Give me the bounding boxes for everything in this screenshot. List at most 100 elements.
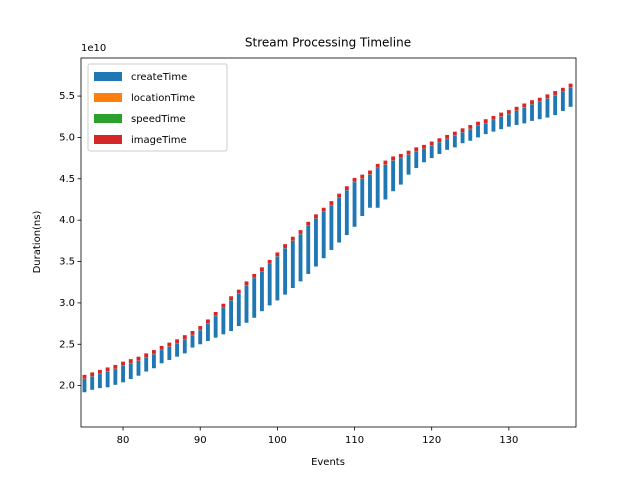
bar-segment xyxy=(306,222,310,226)
bar-segment xyxy=(83,379,87,392)
bar-segment xyxy=(360,175,364,179)
bar-segment xyxy=(445,135,449,139)
bar-segment xyxy=(499,117,503,129)
legend-swatch xyxy=(94,72,122,81)
bar-segment xyxy=(106,367,110,371)
y-tick-label: 3.0 xyxy=(59,298,75,309)
bar-segment xyxy=(376,164,380,168)
bar-segment xyxy=(90,377,94,390)
bar-segment xyxy=(368,175,372,208)
bar-segment xyxy=(322,212,326,258)
y-tick-label: 2.5 xyxy=(59,339,75,350)
bar-segment xyxy=(214,316,218,338)
x-tick-label: 120 xyxy=(422,435,441,446)
bar-segment xyxy=(137,357,141,361)
bar-segment xyxy=(430,146,434,158)
bar-segment xyxy=(175,339,179,343)
bar-segment xyxy=(499,113,503,117)
bar-segment xyxy=(383,161,387,165)
legend-label: speedTime xyxy=(131,114,186,125)
bar-segment xyxy=(530,100,534,104)
bar-segment xyxy=(461,132,465,143)
chart-title: Stream Processing Timeline xyxy=(245,36,411,50)
bar-segment xyxy=(538,102,542,119)
legend-swatch xyxy=(94,135,122,144)
bar-segment xyxy=(137,361,141,376)
bar-segment xyxy=(414,147,418,151)
bar-segment xyxy=(152,354,156,368)
x-tick-label: 130 xyxy=(499,435,518,446)
bar-segment xyxy=(561,92,565,111)
bar-segment xyxy=(345,190,349,235)
bar-segment xyxy=(569,84,573,88)
bar-segment xyxy=(160,346,164,350)
bar-segment xyxy=(437,138,441,142)
bar-segment xyxy=(144,358,148,372)
bar-segment xyxy=(160,350,164,363)
bar-segment xyxy=(90,372,94,376)
bar-segment xyxy=(198,330,202,344)
bar-segment xyxy=(484,119,488,123)
bar-segment xyxy=(252,278,256,318)
bar-segment xyxy=(391,156,395,160)
bar-segment xyxy=(515,111,519,125)
bar-segment xyxy=(214,312,218,316)
bar-segment xyxy=(461,128,465,132)
bar-segment xyxy=(314,219,318,267)
bar-segment xyxy=(546,99,550,118)
bar-segment xyxy=(113,369,117,385)
bar-segment xyxy=(484,123,488,134)
bar-segment xyxy=(152,350,156,354)
bar-segment xyxy=(299,234,303,281)
bar-segment xyxy=(399,154,403,158)
bar-segment xyxy=(368,171,372,175)
bar-segment xyxy=(260,271,264,311)
bar-segment xyxy=(229,300,233,331)
bar-segment xyxy=(113,365,117,369)
bar-segment xyxy=(468,125,472,129)
bar-segment xyxy=(422,149,426,162)
bar-segment xyxy=(283,248,287,294)
bar-segment xyxy=(576,80,580,84)
bar-segment xyxy=(507,114,511,126)
x-tick-label: 110 xyxy=(345,435,364,446)
bar-segment xyxy=(206,319,210,323)
bar-segment xyxy=(291,237,295,241)
bar-segment xyxy=(167,347,171,360)
bar-segment xyxy=(275,252,279,256)
y-tick-label: 4.5 xyxy=(59,174,75,185)
y-offset-label: 1e10 xyxy=(81,43,106,54)
y-tick-label: 3.5 xyxy=(59,257,75,268)
bar-segment xyxy=(237,294,241,326)
y-tick-label: 2.0 xyxy=(59,381,75,392)
bar-segment xyxy=(245,286,249,323)
bar-segment xyxy=(183,335,187,339)
bar-segment xyxy=(353,178,357,182)
bar-segment xyxy=(437,142,441,154)
bar-segment xyxy=(198,326,202,330)
bar-segment xyxy=(546,94,550,98)
bar-segment xyxy=(329,201,333,205)
bar-segment xyxy=(129,363,133,379)
bar-segment xyxy=(245,281,249,285)
legend-swatch xyxy=(94,93,122,102)
y-axis-label: Duration(ns) xyxy=(32,211,43,274)
bar-segment xyxy=(83,375,87,379)
bar-segment xyxy=(407,151,411,155)
bar-segment xyxy=(306,226,310,274)
bar-segment xyxy=(522,108,526,124)
bar-segment xyxy=(322,208,326,212)
bar-segment xyxy=(121,366,125,383)
bar-segment xyxy=(476,126,480,138)
y-tick-label: 5.5 xyxy=(59,91,75,102)
legend-label: createTime xyxy=(131,72,187,83)
y-tick-label: 5.0 xyxy=(59,132,75,143)
bar-segment xyxy=(206,324,210,341)
bar-segment xyxy=(98,374,102,388)
x-tick-label: 90 xyxy=(194,435,207,446)
bar-segment xyxy=(445,139,449,150)
bar-segment xyxy=(268,264,272,305)
bar-segment xyxy=(106,372,110,388)
bar-segment xyxy=(353,182,357,227)
bar-segment xyxy=(329,205,333,250)
